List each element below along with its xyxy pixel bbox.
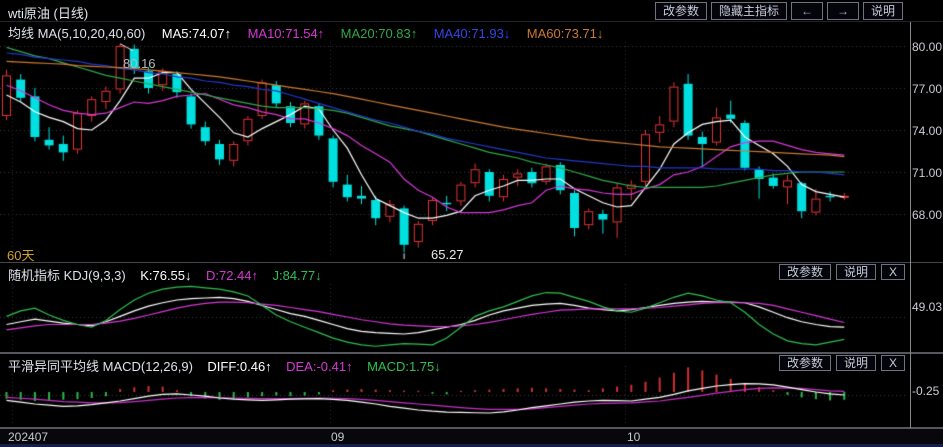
kdj-change-params-button[interactable]: 改参数 <box>778 264 831 280</box>
hide-main-indicator-button[interactable]: 隐藏主指标 <box>710 2 787 20</box>
macd-header: 平滑异同平均线 MACD(12,26,9) DIFF:0.46↑ DEA:-0.… <box>0 355 943 374</box>
ma-settings-label: 均线 MA(5,10,20,40,60) <box>8 26 146 41</box>
next-arrow-button[interactable]: → <box>826 2 859 20</box>
ma40-value: MA40:71.93↓ <box>433 26 511 41</box>
y-axis-label-77: 77.00 <box>912 82 943 96</box>
low-annotation: 65.27 <box>431 247 464 262</box>
separator <box>0 427 943 429</box>
macd-close-button[interactable]: X <box>880 355 905 371</box>
high-annotation: 80.16 <box>123 56 156 71</box>
kdj-help-button[interactable]: 说明 <box>835 264 876 280</box>
date-axis[interactable]: 202407 09 10 <box>0 429 943 444</box>
macd-macd-value: MACD:1.75↓ <box>367 359 441 374</box>
ma60-value: MA60:73.71↓ <box>526 26 604 41</box>
separator <box>0 21 943 22</box>
kdj-d-value: D:72.44↑ <box>205 268 259 283</box>
macd-toolbar: 改参数 说明 X <box>778 355 905 371</box>
separator <box>0 352 943 354</box>
macd-title: 平滑异同平均线 MACD(12,26,9) <box>8 359 193 374</box>
instrument-title: wti原油 (日线) <box>8 6 89 21</box>
bottom-bar <box>0 444 943 447</box>
date-label-10: 10 <box>627 430 641 444</box>
y-axis-label-74: 74.00 <box>912 124 943 138</box>
kdj-header: 随机指标 KDJ(9,3,3) K:76.55↓ D:72.44↑ J:84.7… <box>0 264 943 283</box>
right-arrow-icon: → <box>836 4 849 18</box>
kdj-axis-label: 49.03 <box>912 300 943 314</box>
y-axis-label-68: 68.00 <box>912 208 943 222</box>
ma20-value: MA20:70.83↑ <box>340 26 418 41</box>
title-bar: wti原油 (日线) 改参数 隐藏主指标 ← → 说明 <box>0 0 943 22</box>
ma5-value: MA5:74.07↑ <box>161 26 232 41</box>
macd-help-button[interactable]: 说明 <box>835 355 876 371</box>
left-arrow-icon: ← <box>800 4 813 18</box>
date-label-09: 09 <box>331 430 345 444</box>
main-toolbar: 改参数 隐藏主指标 ← → 说明 <box>654 2 903 20</box>
change-params-button[interactable]: 改参数 <box>654 2 707 20</box>
period-label: 60天 <box>7 248 35 263</box>
kdj-title: 随机指标 KDJ(9,3,3) <box>8 268 126 283</box>
kdj-j-value: J:84.77↓ <box>272 268 322 283</box>
macd-change-params-button[interactable]: 改参数 <box>778 355 831 371</box>
prev-arrow-button[interactable]: ← <box>790 2 823 20</box>
kdj-close-button[interactable]: X <box>880 264 905 280</box>
date-label-202407: 202407 <box>8 430 49 444</box>
y-axis-label-71: 71.00 <box>912 166 943 180</box>
macd-diff-value: DIFF:0.46↑ <box>207 359 272 374</box>
macd-axis-label: -0.25 <box>912 384 940 398</box>
separator <box>0 262 943 263</box>
macd-dea-value: DEA:-0.41↑ <box>286 359 353 374</box>
help-button[interactable]: 说明 <box>862 2 903 20</box>
y-axis-label-80: 80.00 <box>912 40 943 54</box>
kdj-toolbar: 改参数 说明 X <box>778 264 905 280</box>
ma10-value: MA10:71.54↑ <box>247 26 325 41</box>
ma-info-row: 均线 MA(5,10,20,40,60) MA5:74.07↑ MA10:71.… <box>0 23 943 41</box>
axis-frame-line <box>910 22 911 428</box>
kdj-k-value: K:76.55↓ <box>140 268 192 283</box>
